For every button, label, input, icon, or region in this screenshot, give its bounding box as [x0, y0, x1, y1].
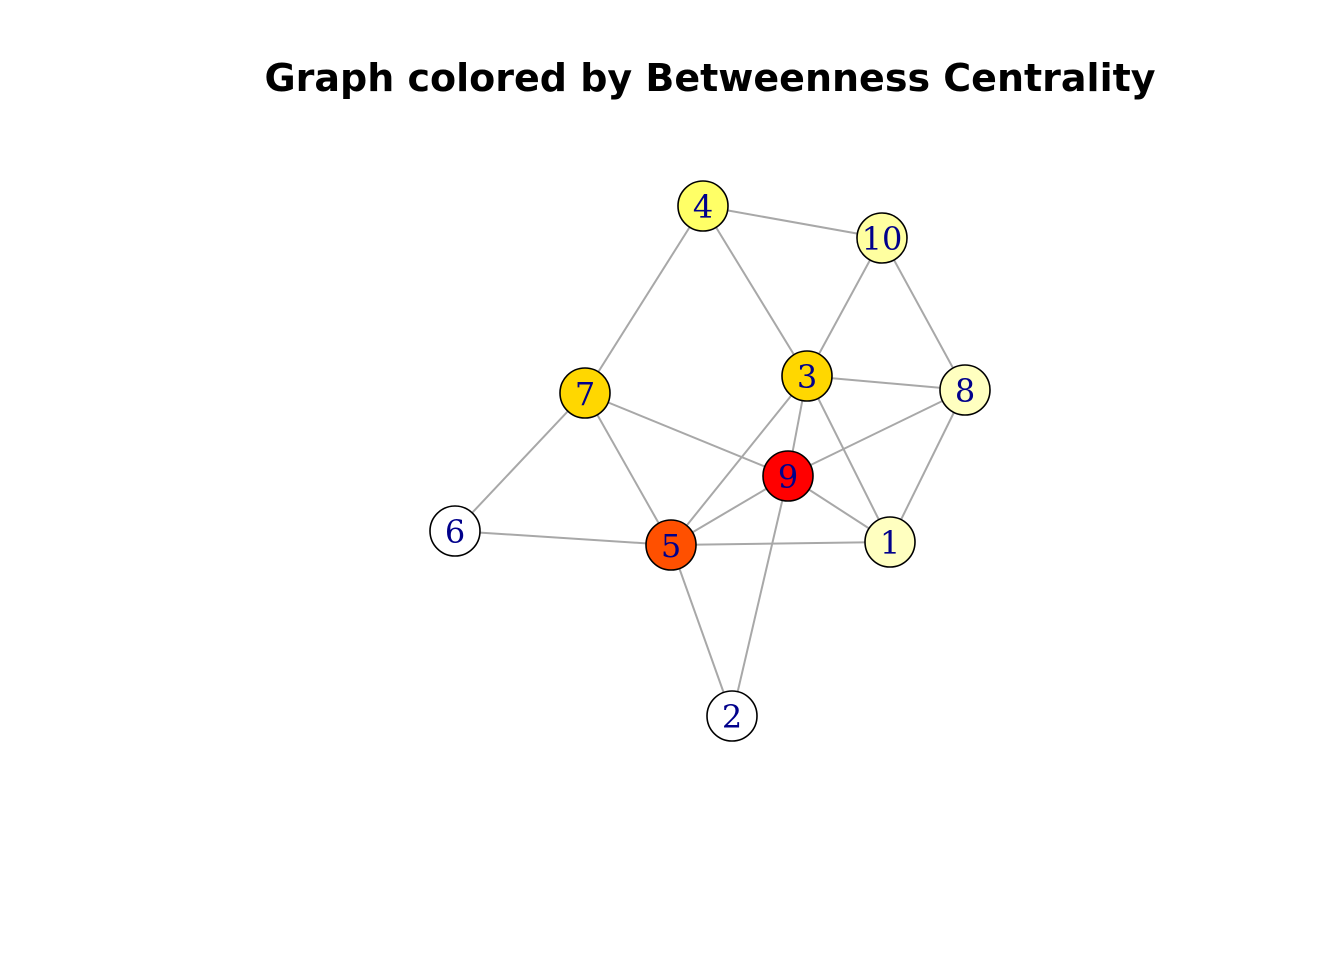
node-label-1: 1 [880, 524, 900, 562]
node-circle-2 [706, 690, 758, 742]
edge-4-7 [584, 205, 704, 394]
chart-title: Graph colored by Betweenness Centrality [264, 56, 1156, 100]
edge-3-1 [806, 375, 891, 543]
node-label-9: 9 [778, 458, 798, 496]
node-4: 4 [677, 180, 729, 232]
node-9: 9 [762, 450, 814, 502]
node-8: 8 [939, 364, 991, 416]
edge-7-9 [584, 392, 789, 477]
node-5: 5 [645, 519, 697, 571]
node-3: 3 [781, 350, 833, 402]
node-label-7: 7 [575, 375, 595, 413]
node-circle-4 [677, 180, 729, 232]
node-label-5: 5 [661, 527, 681, 565]
node-7: 7 [559, 367, 611, 419]
edges-layer [454, 205, 966, 717]
edge-5-2 [670, 544, 733, 717]
edge-7-5 [584, 392, 672, 546]
node-label-3: 3 [797, 358, 817, 396]
edge-6-5 [454, 530, 672, 546]
node-circle-10 [856, 212, 908, 264]
node-circle-5 [645, 519, 697, 571]
node-1: 1 [864, 516, 916, 568]
edge-7-6 [454, 392, 586, 532]
node-6: 6 [429, 505, 481, 557]
node-10: 10 [856, 212, 908, 264]
edge-8-1 [889, 389, 966, 543]
node-circle-8 [939, 364, 991, 416]
node-label-8: 8 [955, 372, 975, 410]
edge-8-9 [787, 389, 966, 477]
node-label-10: 10 [862, 220, 903, 258]
node-circle-6 [429, 505, 481, 557]
edge-4-3 [702, 205, 808, 377]
edge-10-8 [881, 237, 966, 391]
edge-10-3 [806, 237, 883, 377]
edge-3-8 [806, 375, 966, 391]
node-circle-7 [559, 367, 611, 419]
edge-9-2 [731, 475, 789, 717]
edge-3-5 [670, 375, 808, 546]
edge-5-1 [670, 541, 891, 546]
node-circle-3 [781, 350, 833, 402]
node-label-6: 6 [445, 513, 465, 551]
node-label-4: 4 [693, 188, 713, 226]
nodes-layer: 1 2 3 4 5 6 7 8 9 10 [429, 180, 991, 742]
node-circle-9 [762, 450, 814, 502]
node-circle-1 [864, 516, 916, 568]
node-label-2: 2 [722, 698, 742, 736]
node-2: 2 [706, 690, 758, 742]
edge-4-10 [702, 205, 883, 239]
